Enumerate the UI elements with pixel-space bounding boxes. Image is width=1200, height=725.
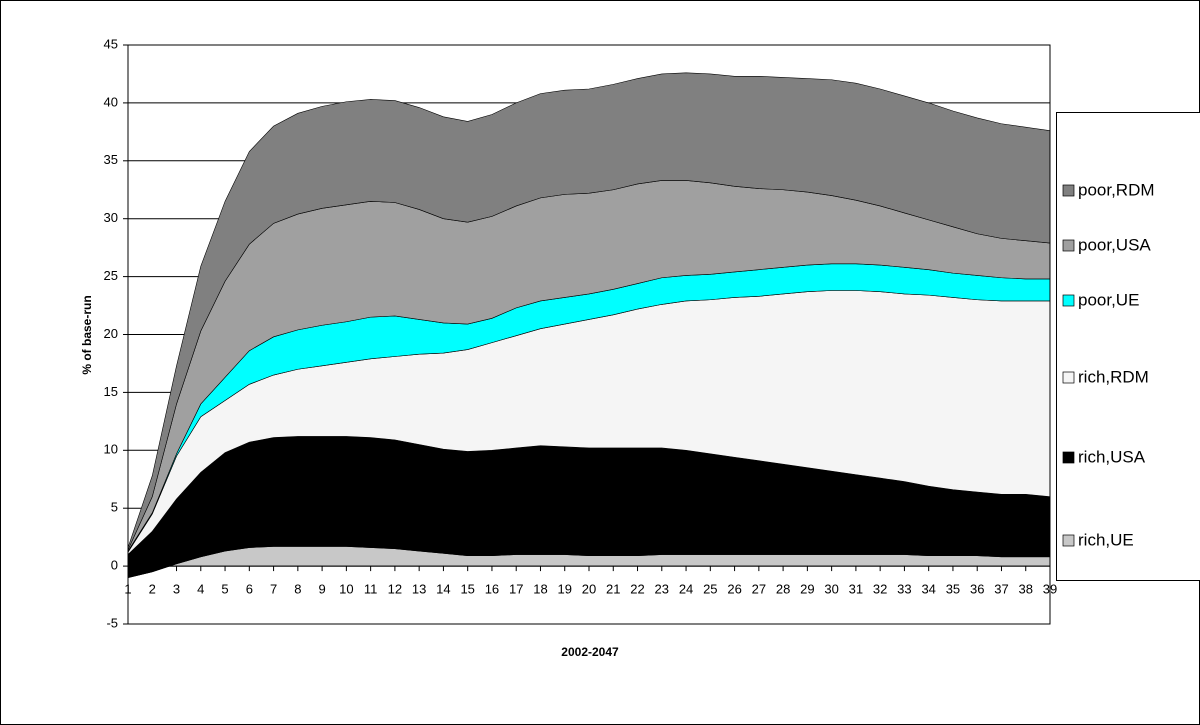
x-tick-label: 16 <box>485 582 499 597</box>
legend-label: rich,RDM <box>1078 367 1149 386</box>
x-tick-label: 34 <box>921 582 935 597</box>
legend-label: poor,USA <box>1078 235 1151 254</box>
legend-label: poor,RDM <box>1078 180 1155 199</box>
x-tick-label: 15 <box>460 582 474 597</box>
x-tick-label: 17 <box>509 582 523 597</box>
x-tick-label: 8 <box>294 582 301 597</box>
x-tick-label: 11 <box>364 582 378 597</box>
x-tick-label: 5 <box>221 582 228 597</box>
y-tick-label: 35 <box>104 152 118 167</box>
legend-label: poor,UE <box>1078 290 1139 309</box>
x-tick-label: 25 <box>703 582 717 597</box>
legend-swatch <box>1062 371 1075 384</box>
x-tick-label: 24 <box>679 582 693 597</box>
x-axis-title: 2002-2047 <box>561 645 619 659</box>
x-tick-label: 35 <box>946 582 960 597</box>
x-tick-label: 37 <box>994 582 1008 597</box>
legend-swatch <box>1062 184 1075 197</box>
x-tick-label: 6 <box>246 582 253 597</box>
x-tick-label: 30 <box>824 582 838 597</box>
x-tick-label: 28 <box>776 582 790 597</box>
x-tick-label: 4 <box>197 582 204 597</box>
y-tick-label: -5 <box>106 615 118 630</box>
x-tick-label: 27 <box>752 582 766 597</box>
x-tick-label: 36 <box>970 582 984 597</box>
x-tick-label: 23 <box>655 582 669 597</box>
x-tick-label: 2 <box>149 582 156 597</box>
y-tick-label: 45 <box>104 36 118 51</box>
legend-swatch <box>1062 451 1075 464</box>
legend-swatch <box>1062 239 1075 252</box>
y-tick-label: 30 <box>104 210 118 225</box>
x-tick-label: 1 <box>124 582 131 597</box>
x-tick-label: 10 <box>339 582 353 597</box>
x-tick-label: 39 <box>1043 582 1057 597</box>
x-tick-label: 20 <box>582 582 596 597</box>
x-tick-label: 9 <box>318 582 325 597</box>
y-axis-title: % of base-run <box>80 295 94 374</box>
x-tick-label: 14 <box>436 582 450 597</box>
x-tick-label: 22 <box>630 582 644 597</box>
legend-swatch <box>1062 534 1075 547</box>
legend-label: rich,UE <box>1078 530 1134 549</box>
y-tick-label: 5 <box>111 500 118 515</box>
y-tick-label: 0 <box>111 558 118 573</box>
legend-label: rich,USA <box>1078 447 1146 466</box>
legend-swatch <box>1062 294 1075 307</box>
legend-box <box>1056 112 1200 581</box>
x-tick-label: 33 <box>897 582 911 597</box>
x-tick-label: 38 <box>1019 582 1033 597</box>
x-tick-label: 12 <box>388 582 402 597</box>
x-tick-label: 3 <box>173 582 180 597</box>
x-tick-label: 18 <box>533 582 547 597</box>
x-tick-label: 31 <box>849 582 863 597</box>
x-tick-label: 21 <box>606 582 620 597</box>
y-tick-label: 40 <box>104 94 118 109</box>
x-tick-label: 29 <box>800 582 814 597</box>
y-tick-label: 10 <box>104 442 118 457</box>
x-tick-label: 7 <box>270 582 277 597</box>
y-tick-label: 20 <box>104 326 118 341</box>
x-tick-label: 19 <box>558 582 572 597</box>
plot-border <box>127 44 1051 625</box>
x-tick-label: 26 <box>727 582 741 597</box>
y-tick-label: 15 <box>104 384 118 399</box>
x-tick-label: 13 <box>412 582 426 597</box>
y-tick-label: 25 <box>104 268 118 283</box>
x-tick-label: 32 <box>873 582 887 597</box>
